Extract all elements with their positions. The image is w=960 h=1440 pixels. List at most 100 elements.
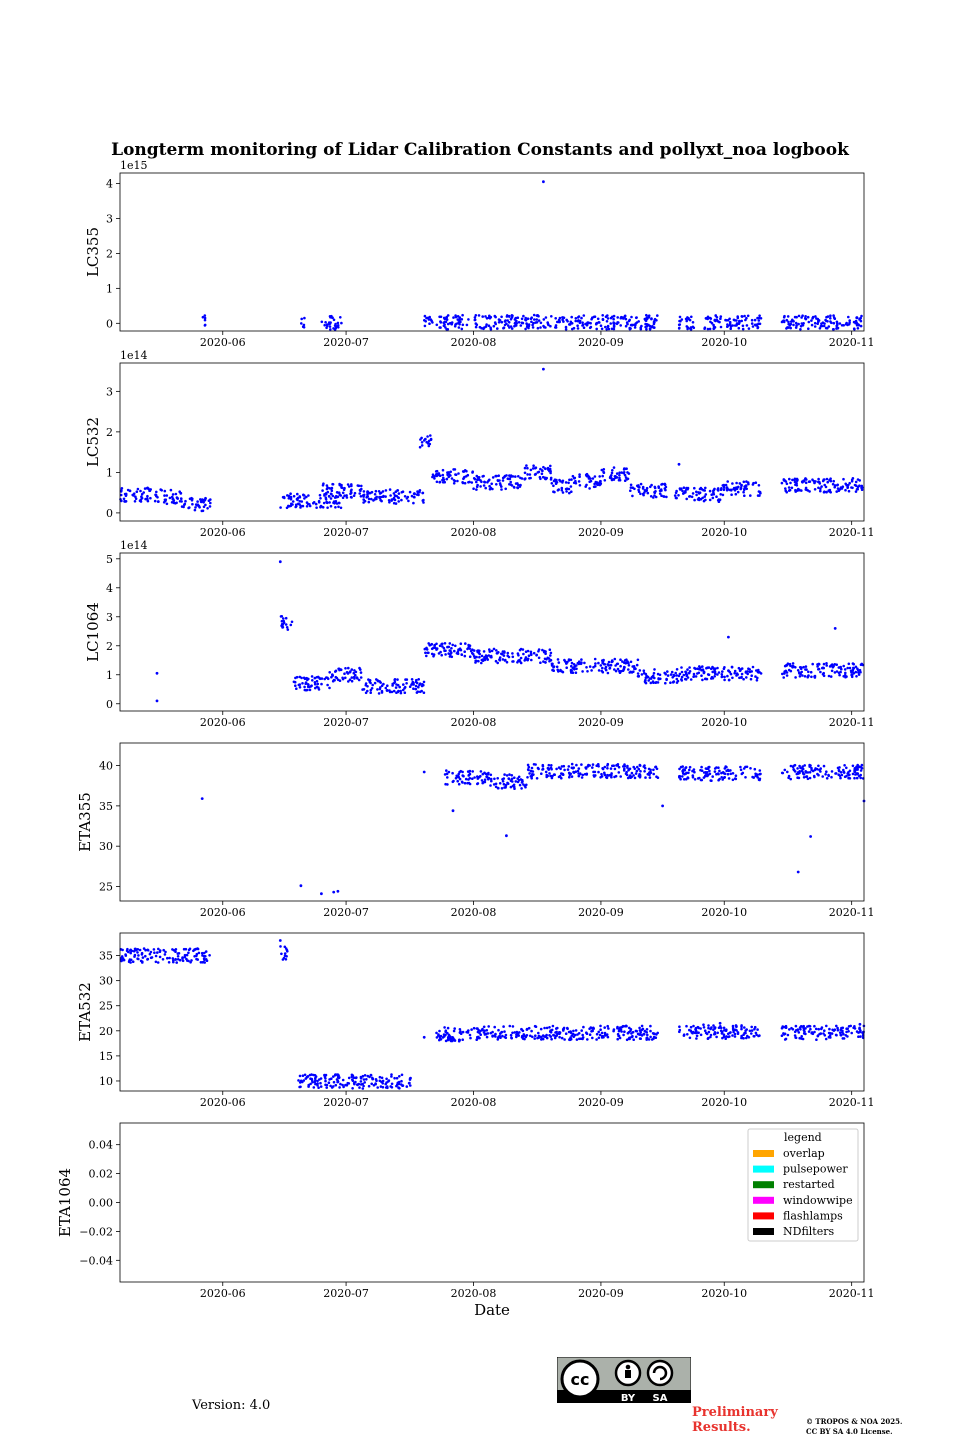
data-point [576, 316, 580, 319]
data-point [682, 486, 686, 490]
data-point [664, 681, 667, 685]
data-point [809, 1027, 812, 1031]
data-point [333, 328, 337, 331]
data-point [143, 487, 147, 490]
data-point [675, 677, 679, 681]
data-point [491, 487, 494, 491]
data-point [839, 670, 842, 674]
data-point [534, 1034, 537, 1037]
data-point [202, 957, 206, 961]
data-point [643, 491, 646, 494]
data-point [461, 470, 465, 473]
data-point [407, 499, 410, 503]
data-point [785, 490, 788, 494]
data-point [365, 496, 369, 499]
data-point [520, 1027, 523, 1031]
data-point [606, 671, 610, 675]
data-point [366, 1074, 370, 1078]
data-point [838, 322, 842, 325]
data-point [510, 316, 514, 319]
data-point [481, 658, 485, 661]
data-point [805, 668, 808, 671]
data-point [788, 1028, 791, 1031]
data-point [532, 651, 536, 655]
data-point [444, 1030, 447, 1034]
data-point [780, 1026, 784, 1030]
data-point [153, 951, 156, 954]
data-point [617, 1029, 621, 1033]
data-point [561, 491, 565, 494]
data-point [634, 322, 638, 325]
data-point [533, 318, 536, 321]
data-point [845, 1030, 848, 1034]
data-point [322, 482, 325, 486]
data-point [810, 675, 813, 679]
data-point [517, 1034, 520, 1037]
data-point [171, 948, 174, 951]
data-point [717, 671, 721, 674]
data-point [735, 481, 738, 485]
data-point [719, 317, 722, 321]
data-point [850, 478, 854, 482]
data-point [384, 495, 387, 498]
y-tick-label: 0 [106, 317, 113, 330]
data-point [622, 1033, 625, 1037]
data-point [806, 489, 810, 492]
data-point [678, 323, 682, 326]
data-point [804, 771, 808, 774]
data-point [629, 483, 633, 487]
data-point [784, 1037, 788, 1041]
data-point [470, 1028, 473, 1031]
data-point [374, 1082, 377, 1085]
data-point [181, 959, 185, 963]
data-point [310, 1079, 314, 1082]
data-point [617, 321, 620, 324]
data-point [852, 662, 855, 666]
data-point [631, 665, 634, 668]
data-point [439, 321, 443, 324]
data-point [568, 323, 572, 326]
data-point [707, 666, 711, 669]
data-point [851, 764, 855, 768]
data-point [187, 951, 190, 955]
data-point [444, 320, 448, 324]
data-point [490, 482, 494, 486]
data-point [524, 327, 527, 331]
data-point [827, 325, 831, 328]
data-point [857, 1035, 860, 1038]
data-point [711, 496, 715, 500]
data-point [586, 670, 589, 673]
data-point [574, 1029, 578, 1032]
data-point [810, 766, 813, 770]
data-point [530, 777, 533, 780]
data-point [132, 949, 136, 953]
data-point [536, 326, 540, 330]
data-point [795, 484, 799, 487]
data-point [339, 316, 342, 319]
data-point [289, 498, 293, 501]
data-point [468, 1033, 472, 1037]
data-point [793, 315, 797, 319]
data-point [542, 367, 545, 371]
data-point [801, 481, 804, 484]
data-point [457, 326, 461, 329]
data-point [716, 666, 719, 670]
data-point [711, 677, 715, 680]
data-point [521, 321, 525, 325]
data-point [554, 317, 557, 320]
data-point [598, 481, 602, 485]
data-point [585, 666, 588, 669]
data-point [454, 473, 458, 477]
data-point [369, 688, 373, 692]
data-point [524, 316, 527, 320]
data-point [575, 763, 578, 767]
data-point [577, 662, 581, 666]
data-point [797, 322, 800, 326]
data-point [528, 473, 532, 476]
data-point [568, 775, 571, 779]
data-point [303, 685, 306, 689]
data-point [731, 1024, 735, 1028]
data-point [635, 769, 639, 773]
data-point [457, 772, 461, 776]
data-point [799, 324, 803, 328]
